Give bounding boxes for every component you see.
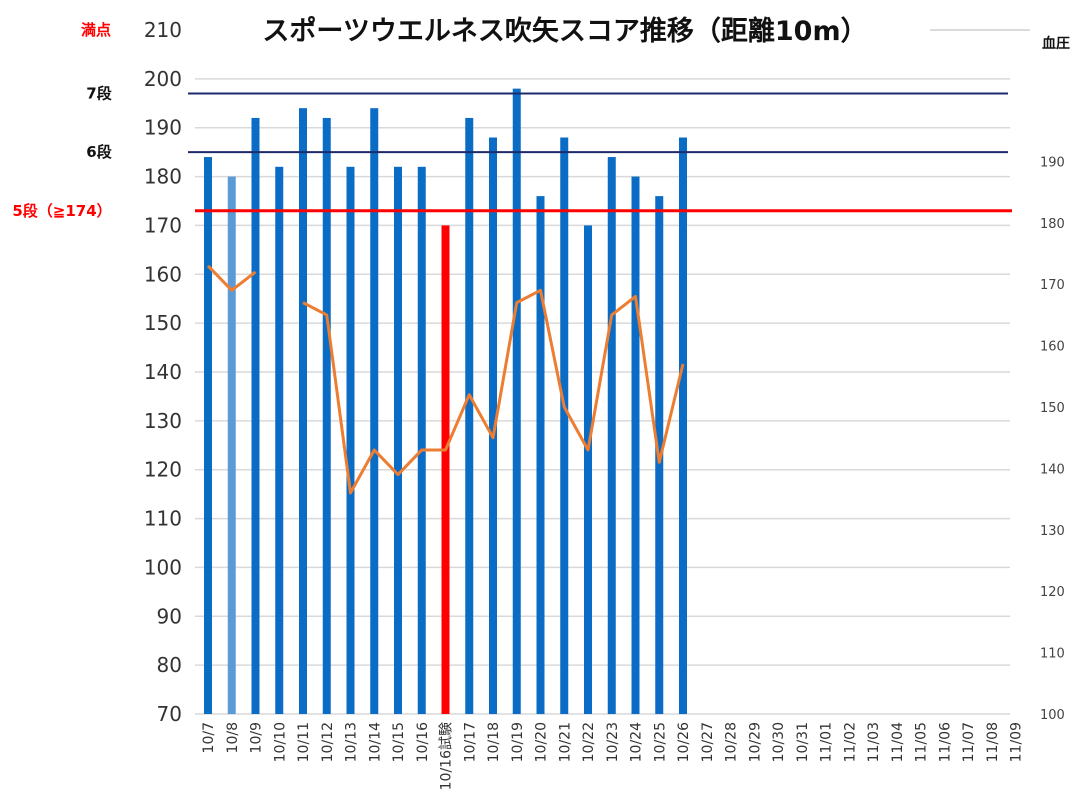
- reference-label: 5段（≧174）: [12, 202, 111, 220]
- x-tick-label: 10/20: [534, 722, 550, 762]
- y-tick-label: 160: [144, 262, 182, 286]
- bar: [512, 88, 521, 715]
- x-tick-label: 10/15: [391, 722, 407, 762]
- y2-tick-label: 190: [1040, 155, 1065, 170]
- y-tick-label: 120: [144, 458, 182, 482]
- y-tick-label: 130: [144, 409, 182, 433]
- bar: [465, 117, 474, 714]
- x-tick-label: 10/31: [795, 722, 811, 762]
- bar: [299, 108, 307, 714]
- y2-tick-label: 140: [1040, 462, 1065, 477]
- x-tick-label: 10/26: [676, 722, 692, 762]
- bar: [370, 108, 379, 714]
- x-tick-label: 10/12: [320, 722, 336, 762]
- y2-tick-label: 160: [1040, 340, 1065, 355]
- x-tick-label: 10/8: [225, 722, 241, 753]
- x-tick-label: 11/01: [819, 722, 835, 762]
- grid-lines: [195, 29, 1030, 715]
- bars: [204, 88, 687, 715]
- y2-tick-label: 120: [1040, 585, 1065, 600]
- reference-label: 6段: [86, 143, 111, 161]
- y2-tick-label: 110: [1040, 647, 1065, 662]
- x-tick-label: 11/09: [1009, 722, 1025, 762]
- bar: [417, 166, 426, 715]
- x-tick-label: 10/24: [629, 722, 645, 762]
- x-tick-label: 11/08: [985, 722, 1001, 762]
- bar: [560, 137, 569, 714]
- x-tick-label: 10/11: [296, 722, 312, 762]
- bar: [607, 157, 616, 714]
- line-segment: [302, 288, 685, 495]
- y-tick-label: 180: [144, 165, 182, 189]
- y-tick-label: 110: [144, 507, 182, 531]
- y2-tick-label: 130: [1040, 524, 1065, 539]
- x-tick-label: 10/16: [415, 722, 431, 762]
- bar: [679, 137, 687, 714]
- x-tick-label: 10/30: [771, 722, 787, 762]
- x-tick-label: 10/13: [344, 722, 360, 762]
- x-tick-label: 11/04: [890, 722, 906, 762]
- x-tick-label: 10/23: [605, 722, 621, 762]
- x-tick-label: 10/18: [486, 722, 502, 762]
- x-tick-label: 10/28: [724, 722, 740, 762]
- x-tick-label: 10/16試験: [439, 722, 455, 790]
- bar: [394, 166, 402, 715]
- bar: [489, 137, 497, 714]
- bar: [346, 166, 355, 715]
- reference-label: 満点: [81, 21, 111, 39]
- x-tick-label: 11/05: [914, 722, 930, 762]
- x-tick-label: 10/14: [367, 722, 383, 762]
- x-tick-label: 11/06: [937, 722, 953, 762]
- bar: [584, 225, 592, 714]
- y-tick-label: 90: [157, 604, 182, 628]
- x-tick-label: 10/9: [249, 722, 265, 753]
- x-tick-label: 10/27: [700, 722, 716, 762]
- reference-label: 7段: [86, 85, 111, 103]
- x-tick-label: 10/21: [557, 722, 573, 762]
- x-tick-label: 11/02: [842, 722, 858, 762]
- bar: [536, 196, 545, 715]
- reference-lines: [188, 92, 1012, 213]
- bar: [204, 157, 212, 714]
- y-tick-label: 70: [157, 702, 182, 726]
- bar: [251, 117, 260, 714]
- chart-title: スポーツウエルネス吹矢スコア推移（距離10m）: [262, 15, 867, 47]
- y-tick-label: 80: [157, 653, 182, 677]
- bar: [322, 117, 331, 714]
- y2-tick-label: 150: [1040, 401, 1065, 416]
- line-segment: [206, 264, 257, 292]
- y2-tick-label: 180: [1040, 217, 1065, 232]
- x-tick-label: 10/25: [652, 722, 668, 762]
- y-tick-label: 210: [144, 18, 182, 42]
- y-tick-label: 170: [144, 213, 182, 237]
- x-tick-label: 10/17: [462, 722, 478, 762]
- bar: [441, 225, 450, 714]
- x-tick-label: 10/19: [510, 722, 526, 762]
- x-tick-label: 10/22: [581, 722, 597, 762]
- x-tick-label: 10/7: [201, 722, 217, 753]
- x-tick-label: 10/29: [747, 722, 763, 762]
- bar: [631, 176, 640, 715]
- y2-axis-title: 血圧: [1042, 35, 1070, 52]
- y-tick-label: 150: [144, 311, 182, 335]
- blood-pressure-line: [206, 264, 685, 495]
- bar: [227, 176, 236, 715]
- y-tick-label: 190: [144, 116, 182, 140]
- x-tick-label: 11/07: [961, 722, 977, 762]
- axis-labels: 70 80 90 100 110 120 130 140 150 160 170 180 190 200 2…: [12, 18, 1064, 790]
- y2-tick-label: 170: [1040, 278, 1065, 293]
- y2-tick-label: 100: [1040, 708, 1065, 723]
- y-tick-label: 100: [144, 555, 182, 579]
- bar: [275, 166, 284, 715]
- x-tick-label: 11/03: [866, 722, 882, 762]
- y-tick-label: 140: [144, 360, 182, 384]
- y-tick-label: 200: [144, 67, 182, 91]
- x-tick-label: 10/10: [272, 722, 288, 762]
